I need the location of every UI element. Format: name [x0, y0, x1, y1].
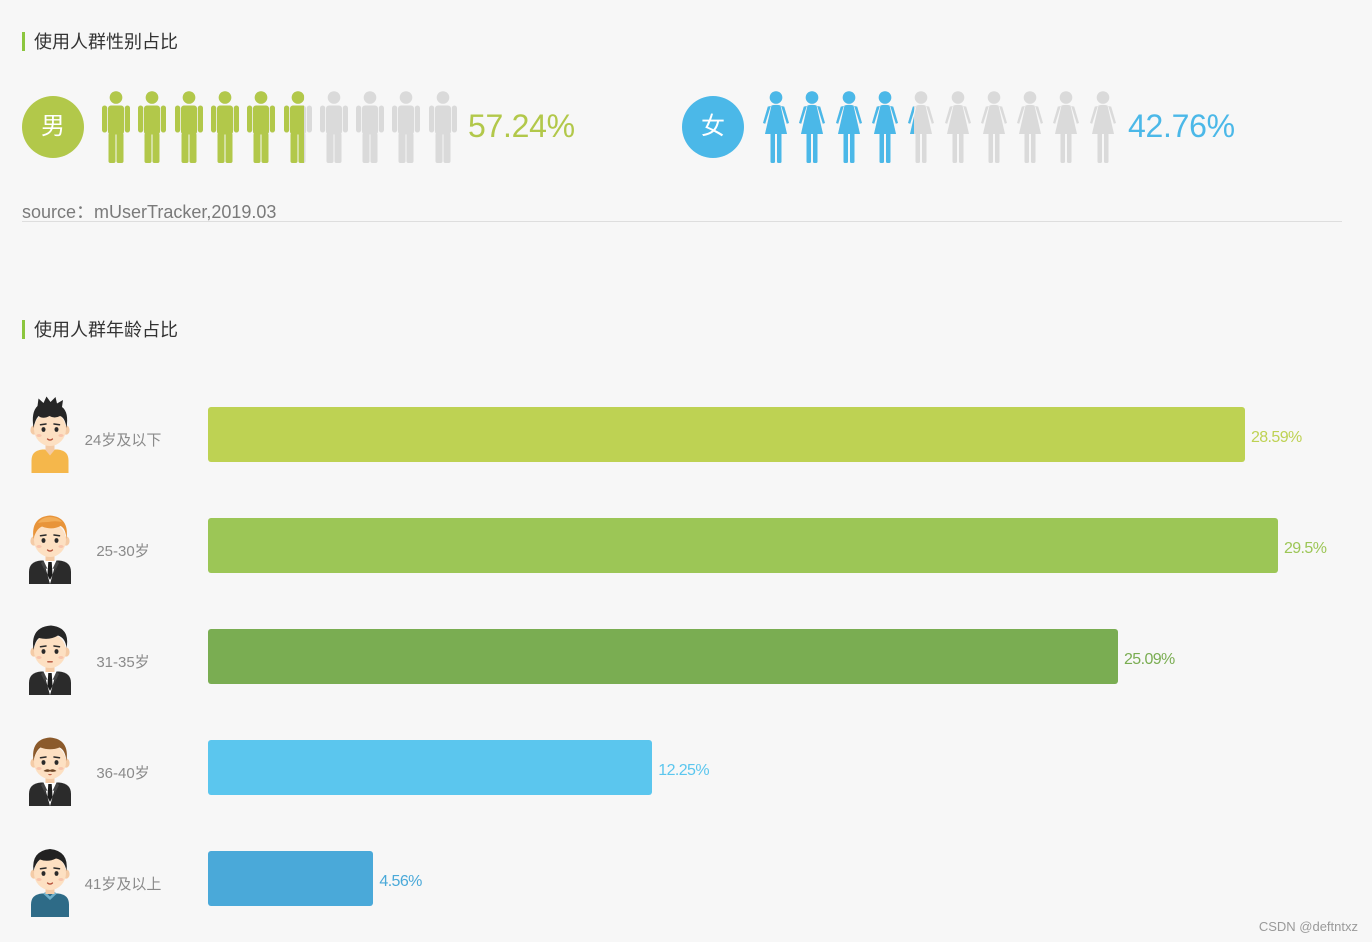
male-figure-fill — [210, 91, 239, 163]
male-figure-icon — [283, 91, 312, 163]
female-figure-fill — [906, 91, 915, 163]
female-figure-icon — [1051, 91, 1081, 163]
female-figure-fill — [797, 91, 827, 163]
age-bar-2 — [208, 518, 1278, 573]
female-figure-icon — [1015, 91, 1045, 163]
male-badge: 男 — [22, 96, 84, 158]
male-figure-icon — [247, 91, 276, 163]
young-man-yellow-shirt-avatar-icon — [25, 395, 75, 473]
female-figure-icon — [979, 91, 1009, 163]
watermark: CSDN @deftntxz — [1258, 919, 1358, 934]
age-bar-1 — [208, 407, 1245, 462]
age-category-label-1: 24岁及以下 — [84, 432, 162, 449]
female-figure-icon — [906, 91, 936, 163]
male-figure-fill — [247, 91, 276, 163]
age-bar-3 — [208, 629, 1118, 684]
female-figure-fill — [761, 91, 791, 163]
gender-section-title: 使用人群性别占比 — [34, 32, 178, 52]
age-value-label-2: 29.5% — [1283, 540, 1327, 557]
man-blue-shirt-avatar-icon — [25, 839, 75, 917]
female-figure-fill — [834, 91, 864, 163]
age-bar-5 — [208, 851, 374, 906]
male-figure-icon — [356, 91, 385, 163]
orange-haired-man-suit-avatar-icon — [25, 506, 75, 584]
age-category-label-3: 31-35岁 — [96, 654, 150, 671]
source-note: source：mUserTracker,2019.03 — [22, 202, 277, 222]
female-percent-label: 42.76% — [1128, 108, 1235, 144]
male-figure-icon — [174, 91, 203, 163]
female-figure-icon — [870, 91, 900, 163]
age-category-label-2: 25-30岁 — [96, 543, 150, 560]
male-figure-icon — [210, 91, 239, 163]
gender-pictograph-chart: 男 — [0, 86, 1372, 168]
male-figure-icon — [319, 91, 348, 163]
female-figure-icon — [1088, 91, 1118, 163]
age-bar-4 — [208, 740, 653, 795]
age-bar-chart: 24岁及以下 28.59% 25-30岁 29.5% 31-35岁 25.09% — [0, 380, 1372, 920]
male-figure-fill — [174, 91, 203, 163]
female-figure-fill — [870, 91, 900, 163]
male-figure-icon — [428, 91, 457, 163]
age-value-label-4: 12.25% — [658, 762, 709, 779]
age-value-label-1: 28.59% — [1250, 429, 1302, 446]
female-figure-icon — [834, 91, 864, 163]
male-figure-fill — [138, 91, 167, 163]
male-figure-fill — [283, 91, 304, 163]
male-figure-icon — [138, 91, 167, 163]
female-figure-icon — [797, 91, 827, 163]
age-value-label-5: 4.56% — [379, 873, 422, 890]
age-section-title: 使用人群年龄占比 — [34, 320, 178, 340]
male-percent-label: 57.24% — [468, 108, 575, 144]
male-figure-icon — [102, 91, 130, 163]
age-value-label-3: 25.09% — [1124, 651, 1175, 668]
male-figure-icon — [392, 91, 421, 163]
age-section-marker — [22, 320, 25, 339]
section-divider — [22, 221, 1342, 222]
mustached-man-suit-avatar-icon — [25, 728, 75, 806]
age-category-label-4: 36-40岁 — [96, 765, 150, 782]
age-category-label-5: 41岁及以上 — [84, 876, 162, 893]
female-badge: 女 — [682, 96, 744, 158]
gender-section-marker — [22, 32, 25, 51]
female-figure-icon — [943, 91, 973, 163]
female-figure-icon — [761, 91, 791, 163]
male-figure-fill — [102, 91, 130, 163]
black-haired-man-suit-avatar-icon — [25, 617, 75, 695]
